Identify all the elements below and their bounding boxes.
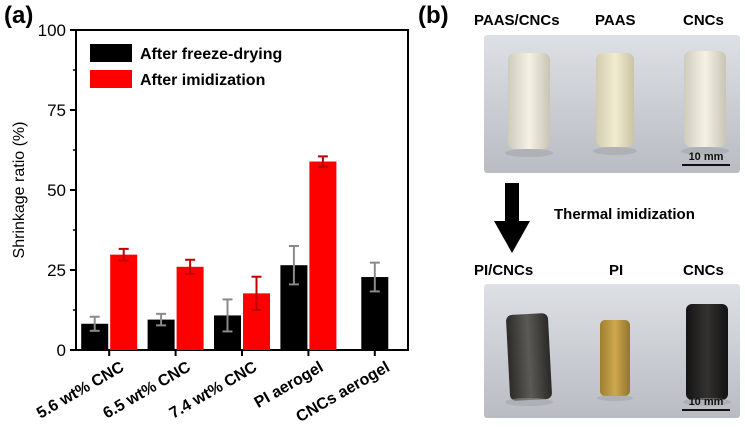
panel-b-label: (b) (418, 2, 449, 29)
bar-1-3 (309, 161, 337, 350)
legend-label-0: After freeze-drying (140, 46, 282, 63)
photo-bottom-label-pi-cncs: PI/CNCs (474, 262, 534, 279)
scale-bar-bottom: 10 mm (682, 396, 730, 411)
photo-top-label-paas-cncs: PAAS/CNCs (474, 12, 560, 29)
y-tick-label-1: 25 (47, 261, 66, 280)
y-tick-label-3: 75 (47, 101, 66, 120)
photo-top-label-cncs: CNCs (683, 12, 724, 29)
bar-1-1 (176, 266, 204, 350)
y-tick-label-4: 100 (38, 21, 66, 40)
photo-bottom-label-pi: PI (609, 262, 624, 279)
panel-a-label: (a) (4, 2, 34, 29)
samples-before-image (484, 35, 740, 173)
photo-before-imidization: 10 mm (484, 35, 740, 173)
scale-bar-bottom-label: 10 mm (688, 396, 724, 408)
arrow-caption: Thermal imidization (554, 206, 695, 223)
y-tick-label-2: 50 (47, 181, 66, 200)
down-arrow-icon (494, 183, 530, 253)
y-axis-label: Shrinkage ratio (%) (11, 122, 28, 259)
photo-bottom-label-cncs: CNCs (683, 262, 724, 279)
legend-swatch-1 (90, 70, 132, 88)
scale-bar-top-label: 10 mm (688, 151, 724, 163)
bar-1-0 (110, 254, 138, 350)
photo-top-label-paas: PAAS (595, 12, 636, 29)
legend-swatch-0 (90, 44, 132, 62)
photo-after-imidization: 10 mm (484, 284, 740, 418)
scale-bar-top: 10 mm (682, 151, 730, 166)
samples-after-image (484, 284, 740, 418)
y-tick-label-0: 0 (57, 341, 66, 360)
legend-label-1: After imidization (140, 72, 265, 89)
